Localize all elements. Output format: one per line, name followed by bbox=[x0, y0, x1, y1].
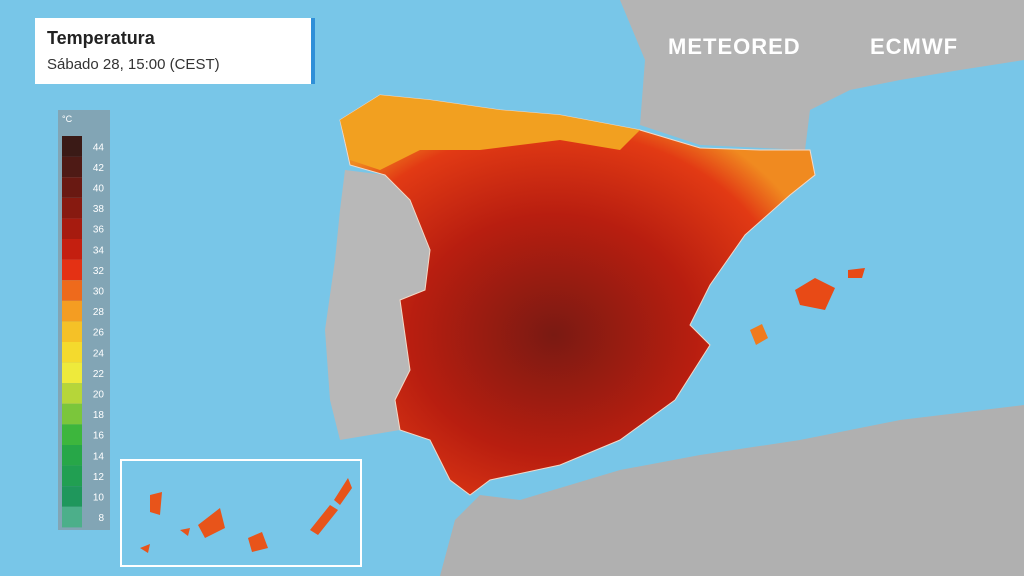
legend-swatch bbox=[62, 280, 82, 301]
ecmwf-logo: ECMWF bbox=[870, 34, 959, 59]
menorca bbox=[848, 268, 865, 278]
legend-swatch bbox=[62, 300, 82, 322]
legend-label: 40 bbox=[93, 184, 105, 195]
legend-swatch bbox=[62, 177, 82, 198]
legend-swatch bbox=[62, 197, 82, 219]
legend-swatch bbox=[62, 445, 82, 466]
france bbox=[620, 0, 1024, 150]
legend-label: 30 bbox=[93, 287, 105, 298]
title-box: Temperatura Sábado 28, 15:00 (CEST) bbox=[35, 18, 315, 84]
legend-swatch bbox=[62, 403, 82, 425]
legend-swatch bbox=[62, 136, 82, 157]
legend-label: 38 bbox=[93, 204, 105, 215]
legend-label: 12 bbox=[93, 472, 105, 483]
legend-swatch bbox=[62, 362, 82, 384]
legend-label: 22 bbox=[93, 369, 105, 380]
legend-label: 44 bbox=[93, 142, 105, 153]
legend-swatch bbox=[62, 156, 82, 178]
legend-label: 8 bbox=[98, 513, 104, 524]
legend-label: 28 bbox=[93, 307, 105, 318]
legend-swatch bbox=[62, 424, 82, 445]
legend-label: 18 bbox=[93, 410, 105, 421]
subtitle: Sábado 28, 15:00 (CEST) bbox=[47, 56, 220, 73]
legend-swatch bbox=[62, 342, 82, 363]
africa bbox=[440, 405, 1024, 576]
legend-swatch bbox=[62, 321, 82, 342]
legend-swatch bbox=[62, 486, 82, 507]
legend-label: 36 bbox=[93, 225, 105, 236]
legend-swatch bbox=[62, 259, 82, 281]
legend-swatch bbox=[62, 218, 82, 239]
mallorca bbox=[795, 278, 835, 310]
legend-unit: °C bbox=[62, 114, 73, 124]
legend-label: 20 bbox=[93, 390, 105, 401]
legend-label: 14 bbox=[93, 451, 105, 462]
legend-swatch bbox=[62, 383, 82, 404]
canarias-inset bbox=[120, 459, 362, 567]
title: Temperatura bbox=[47, 28, 155, 48]
legend-label: 42 bbox=[93, 163, 105, 174]
legend-swatch bbox=[62, 506, 82, 528]
legend-swatch bbox=[62, 465, 82, 487]
legend-swatch bbox=[62, 239, 82, 260]
legend-label: 24 bbox=[93, 348, 105, 359]
legend-label: 26 bbox=[93, 328, 105, 339]
spain bbox=[339, 94, 816, 496]
legend-label: 34 bbox=[93, 245, 105, 256]
ibiza bbox=[750, 324, 768, 345]
portugal bbox=[325, 170, 430, 440]
meteored-logo: METEORED bbox=[668, 34, 801, 59]
legend-label: 10 bbox=[93, 493, 105, 504]
legend-label: 16 bbox=[93, 431, 105, 442]
legend-label: 32 bbox=[93, 266, 105, 277]
north-coast bbox=[340, 95, 640, 170]
